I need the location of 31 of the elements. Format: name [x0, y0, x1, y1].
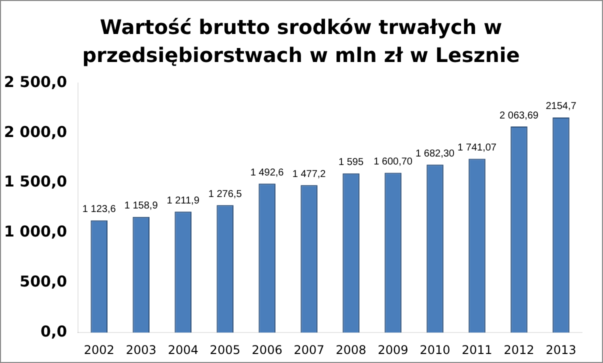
x-tick-label: 2006	[252, 342, 282, 357]
data-label: 1 682,30	[416, 148, 455, 160]
x-tick-label: 2007	[294, 342, 324, 357]
x-tick-label: 2002	[84, 342, 114, 357]
data-label: 1 276,5	[208, 188, 242, 200]
x-tick-label: 2004	[168, 342, 198, 357]
chart-title: Wartość brutto srodków trwałych w przedsiębiorstwach w mln zł w Lesznie	[81, 14, 521, 69]
y-tick-label: 1 500,0	[4, 172, 68, 191]
data-label: 1 492,6	[250, 167, 284, 178]
data-label: 1 741,07	[458, 142, 497, 154]
x-tick-label: 2005	[210, 342, 240, 357]
x-tick-label: 2012	[504, 342, 534, 357]
y-tick-label: 1 000,0	[4, 222, 68, 241]
y-tick-label: 500,0	[20, 272, 68, 291]
y-tick-label: 2 000,0	[4, 122, 68, 141]
data-label: 1 600,70	[374, 156, 413, 168]
y-tick-label: 2 500,0	[4, 72, 68, 91]
y-tick-label: 0,0	[40, 322, 68, 340]
x-tick-label: 2013	[546, 342, 576, 357]
data-label: 1 123,6	[82, 204, 116, 216]
x-tick-label: 2008	[336, 342, 366, 357]
x-tick-label: 2003	[126, 342, 156, 357]
x-tick-label: 2011	[462, 342, 492, 357]
data-label: 2 063,69	[500, 110, 539, 122]
data-label: 1 595	[338, 157, 364, 168]
x-tick-label: 2010	[420, 342, 450, 357]
x-tick-label: 2009	[378, 342, 408, 357]
data-label: 2154,7	[546, 101, 577, 112]
data-label: 1 211,9	[166, 195, 200, 206]
data-label: 1 158,9	[124, 200, 158, 212]
data-label: 1 477,2	[292, 168, 326, 180]
